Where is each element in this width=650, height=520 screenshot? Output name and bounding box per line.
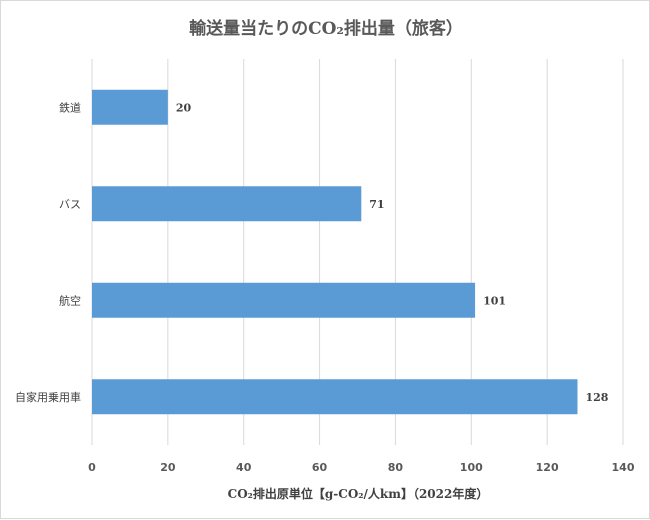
data-labels: 20 71 101 128 [176, 101, 609, 404]
bar [92, 89, 168, 125]
x-tick-label: 140 [612, 461, 635, 474]
category-label: バス [59, 198, 81, 211]
x-tick-label: 120 [536, 461, 559, 474]
category-label: 自家用乗用車 [15, 390, 81, 404]
x-tick-label: 60 [312, 461, 328, 474]
bar [92, 379, 578, 415]
bar [92, 186, 362, 222]
data-label: 128 [585, 391, 608, 404]
x-tick-label: 100 [460, 461, 483, 474]
chart-title: 輸送量当たりのCO₂排出量（旅客） [189, 18, 463, 39]
x-tick-label: 40 [236, 461, 252, 474]
data-label: 20 [176, 101, 192, 114]
category-label: 鉄道 [59, 100, 81, 114]
x-tick-label: 0 [88, 461, 96, 474]
x-tick-label: 20 [160, 461, 176, 474]
category-label: 航空 [59, 293, 81, 307]
data-label: 101 [483, 294, 506, 307]
x-tick-label: 80 [388, 461, 404, 474]
bar [92, 282, 476, 318]
x-axis-label: CO₂排出原単位【g-CO₂/人km】（2022年度） [228, 486, 489, 501]
bars [92, 89, 578, 415]
x-tick-labels: 0 20 40 60 80 100 120 140 [88, 461, 635, 474]
data-label: 71 [369, 198, 384, 211]
